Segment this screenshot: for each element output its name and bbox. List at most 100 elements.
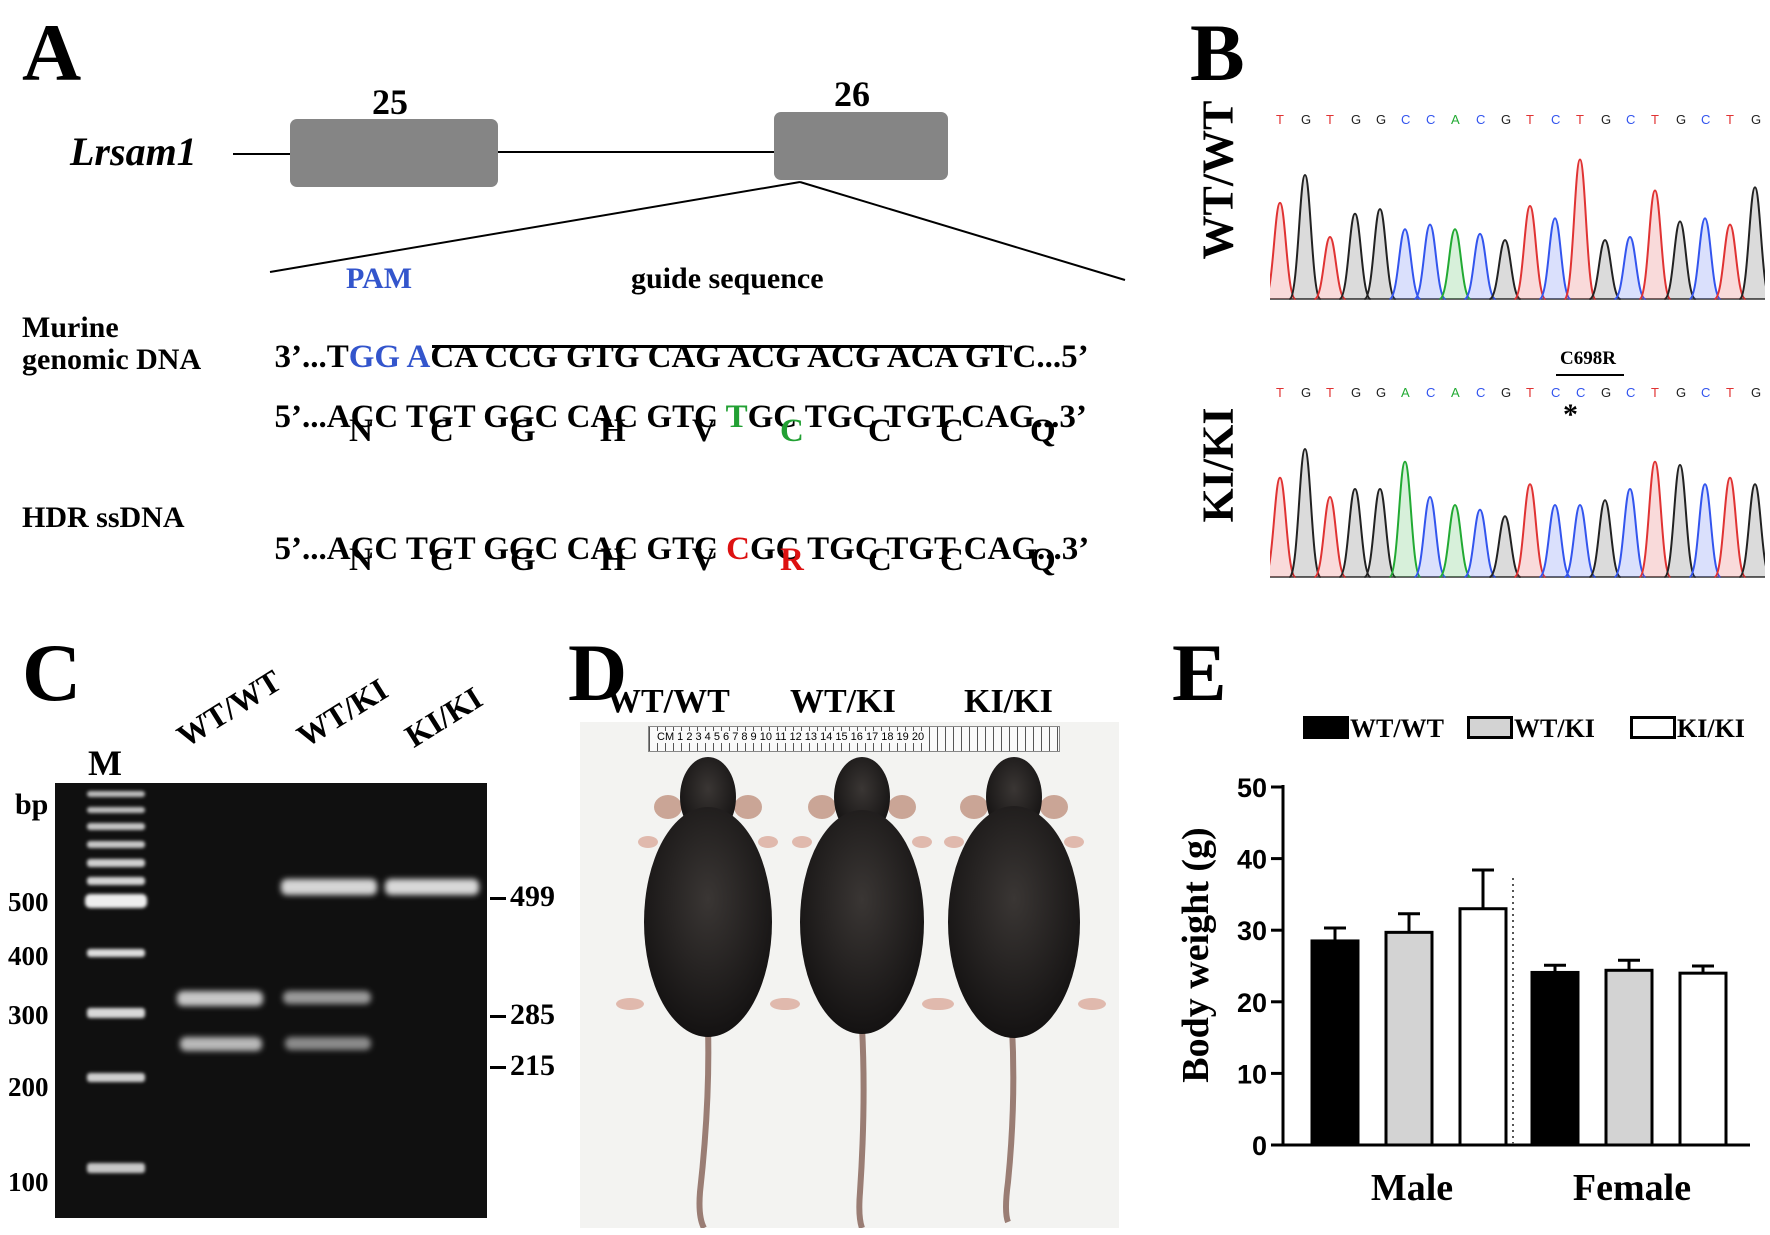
ruler: CM 1 2 3 4 5 6 7 8 9 10 11 12 13 14 15 1… xyxy=(648,726,1060,752)
mouse-ear xyxy=(888,795,916,819)
band-wtki-215 xyxy=(285,1037,371,1050)
intron-line-left xyxy=(233,153,291,155)
mouse-ear xyxy=(808,795,836,819)
ladder-band xyxy=(85,894,147,908)
category-label-female: Female xyxy=(1573,1167,1691,1209)
ladder-band xyxy=(87,1073,145,1082)
base-call: C xyxy=(1626,385,1636,400)
trace-peak xyxy=(1270,201,1297,300)
ladder-band xyxy=(87,949,145,957)
size-tick-215 xyxy=(490,1066,506,1069)
base-call: T xyxy=(1276,112,1284,127)
ladder-band xyxy=(87,807,145,813)
base-call: G xyxy=(1501,385,1512,400)
mouse-label-wtwt: WT/WT xyxy=(607,683,730,720)
legend-swatch-wtki xyxy=(1467,716,1513,739)
trace-peak xyxy=(1388,228,1422,300)
y-tick-label: 30 xyxy=(1237,916,1267,946)
mouse-paw xyxy=(922,998,950,1010)
base-call: C xyxy=(1701,385,1711,400)
base-call: T xyxy=(1326,112,1334,127)
ladder-band xyxy=(87,1008,145,1018)
ladder-band xyxy=(87,1163,145,1173)
ladder-band xyxy=(87,877,145,885)
mouse-paw xyxy=(792,836,812,848)
fwd-aa: V xyxy=(692,413,716,449)
zoom-lines xyxy=(269,181,1126,281)
mutation-label: C698R xyxy=(1560,348,1616,369)
legend-label-wtwt: WT/WT xyxy=(1350,714,1444,743)
trace-peak xyxy=(1313,495,1347,578)
trace-peak xyxy=(1463,232,1497,300)
base-call: A xyxy=(1401,385,1410,400)
ki-label-text: KI/KI xyxy=(1193,407,1243,523)
legend-label-wtki: WT/KI xyxy=(1514,714,1595,743)
hdr-mut-base: C xyxy=(726,531,750,567)
base-call: C xyxy=(1426,385,1436,400)
base-call: C xyxy=(1476,112,1486,127)
trace-peak xyxy=(1638,460,1672,578)
hdr-aa: V xyxy=(692,542,716,578)
trace-peak xyxy=(1563,503,1597,578)
band-wtwt-285 xyxy=(177,991,263,1006)
mouse-tail xyxy=(1003,1026,1017,1224)
murine-dna-label: Murine genomic DNA xyxy=(22,312,201,375)
y-tick-label: 20 xyxy=(1237,988,1267,1018)
y-tick-label: 0 xyxy=(1252,1131,1267,1161)
band-wtki-499 xyxy=(281,879,377,895)
base-call: G xyxy=(1601,112,1612,127)
size-499: 499 xyxy=(510,880,555,913)
base-call: G xyxy=(1301,112,1312,127)
pam-gg: GG xyxy=(348,339,401,375)
murine-label-line2: genomic DNA xyxy=(22,342,202,376)
trace-peak xyxy=(1513,204,1547,300)
guide-sequence-label: guide sequence xyxy=(631,262,824,295)
trace-peak xyxy=(1613,235,1647,300)
hdr-aa: N xyxy=(349,542,373,578)
rev-prefix: 3’...T xyxy=(274,339,349,375)
band-wtki-285 xyxy=(283,991,371,1004)
trace-peak xyxy=(1538,217,1572,300)
trace-peak xyxy=(1438,228,1472,300)
panel-letter-c: C xyxy=(22,627,82,718)
trace-peak xyxy=(1513,483,1547,578)
trace-peak xyxy=(1338,212,1372,300)
base-call: C xyxy=(1576,385,1586,400)
forward-strand: 5’...ACC TGT GGC CAC GTC TGC TGC TGT CAG… xyxy=(258,368,1087,434)
trace-peak xyxy=(1713,223,1747,300)
legend-swatch-wtwt xyxy=(1303,716,1349,739)
mouse-body xyxy=(644,807,772,1037)
lane-label-kiki: KI/KI xyxy=(398,679,489,755)
trace-peak xyxy=(1463,508,1497,578)
trace-peak xyxy=(1413,223,1447,300)
trace-peak xyxy=(1688,483,1722,578)
trace-peak xyxy=(1388,460,1422,578)
exon-26-number: 26 xyxy=(834,74,870,114)
bar-kiki-female xyxy=(1678,971,1728,1147)
base-call: C xyxy=(1701,112,1711,127)
fwd-after: GC TGC TGT CAG...3’ xyxy=(747,399,1087,435)
panel-letter-b: B xyxy=(1190,7,1245,98)
band-kiki-499 xyxy=(385,879,479,895)
fwd-aa: H xyxy=(600,413,626,449)
mouse-paw xyxy=(758,836,778,848)
mutation-asterisk: * xyxy=(1563,398,1578,431)
mouse-ear xyxy=(654,795,682,819)
hdr-aa: C xyxy=(940,542,964,578)
fwd-mut-base: T xyxy=(725,399,748,435)
trace-peak xyxy=(1288,447,1322,578)
ladder-400: 400 xyxy=(8,941,49,971)
base-call: G xyxy=(1501,112,1512,127)
trace-peak xyxy=(1563,158,1597,300)
ladder-300: 300 xyxy=(8,1000,49,1030)
panel-letter-a: A xyxy=(22,7,82,98)
fwd-aa-mutated: C xyxy=(780,413,804,449)
hdr-aa-mutated: R xyxy=(780,542,804,578)
mice-photo: CM 1 2 3 4 5 6 7 8 9 10 11 12 13 14 15 1… xyxy=(580,722,1119,1228)
mouse-wtki xyxy=(770,757,954,1228)
exon-25-number: 25 xyxy=(372,82,408,122)
base-call: C xyxy=(1551,112,1561,127)
